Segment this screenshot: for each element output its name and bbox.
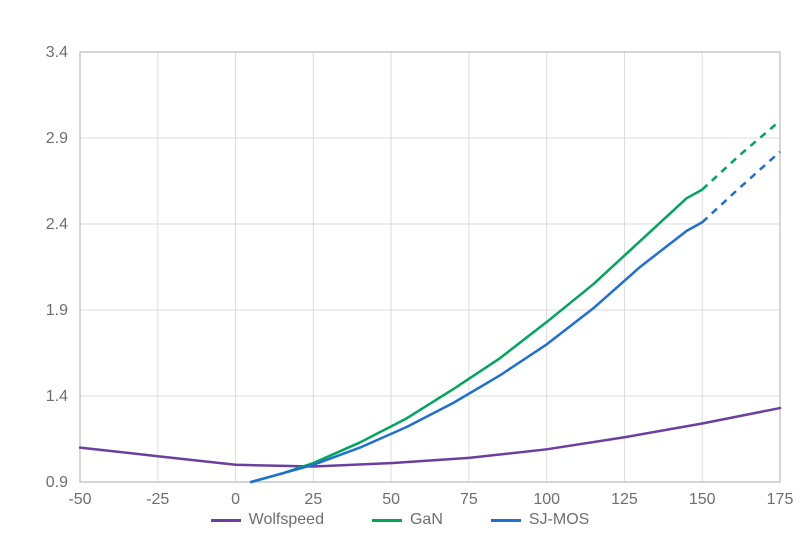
- legend-swatch: [211, 519, 241, 522]
- ytick-label: 1.4: [46, 388, 68, 405]
- chart-legend: Wolfspeed GaN SJ-MOS: [0, 511, 800, 529]
- legend-label: Wolfspeed: [249, 511, 324, 529]
- ytick-label: 2.4: [46, 216, 68, 233]
- legend-entry-gan: GaN: [372, 511, 443, 529]
- xtick-label: -25: [146, 491, 169, 508]
- legend-swatch: [491, 519, 521, 522]
- legend-label: SJ-MOS: [529, 511, 589, 529]
- ytick-label: 2.9: [46, 130, 68, 147]
- xtick-label: 125: [611, 491, 638, 508]
- xtick-label: 175: [767, 491, 794, 508]
- chart-svg: -50 -25 0 25 50 75 100 125 150 175 0.9 1.4 1.9 2.4 2.9…: [0, 0, 800, 539]
- xtick-label: 150: [689, 491, 716, 508]
- legend-entry-sj-mos: SJ-MOS: [491, 511, 589, 529]
- xtick-label: 100: [533, 491, 560, 508]
- legend-swatch: [372, 519, 402, 522]
- ytick-label: 1.9: [46, 302, 68, 319]
- ytick-label: 3.4: [46, 44, 68, 61]
- legend-entry-wolfspeed: Wolfspeed: [211, 511, 324, 529]
- xtick-label: 75: [460, 491, 478, 508]
- xtick-label: 0: [231, 491, 240, 508]
- plot-bg: [0, 0, 800, 539]
- legend-label: GaN: [410, 511, 443, 529]
- xtick-label: 25: [304, 491, 322, 508]
- ytick-label: 0.9: [46, 474, 68, 491]
- xtick-label: 50: [382, 491, 400, 508]
- chart-container: Normalized RDS(on) vs. Temperature -50-2…: [0, 0, 800, 539]
- xtick-label: -50: [68, 491, 91, 508]
